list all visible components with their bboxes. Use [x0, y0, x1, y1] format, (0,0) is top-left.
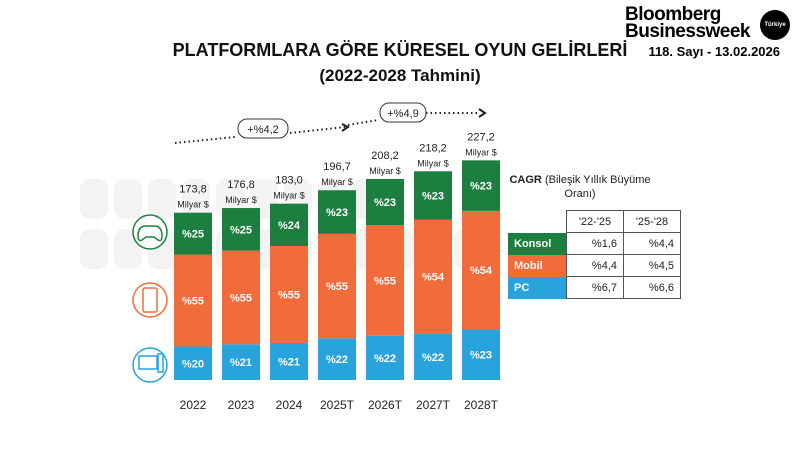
watermark-glyph [80, 179, 108, 219]
segment-label: %55 [278, 289, 300, 301]
bar-segment-mobil [366, 225, 404, 336]
cagr-table: '22-'25'25-'28 Konsol %1,6 %4,4 Mobil %4,4%… [508, 210, 681, 299]
unit-label: Milyar $ [369, 166, 401, 176]
computer-icon [138, 355, 158, 370]
smartphone-icon [132, 282, 168, 318]
bar-segment-konsol [174, 212, 212, 255]
gamepad-icon [137, 225, 163, 242]
segment-label: %55 [326, 281, 348, 293]
chart-subtitle: (2022-2028 Tahmini) [319, 66, 481, 85]
unit-label: Milyar $ [321, 177, 353, 187]
total-label: 208,2 [371, 150, 399, 162]
chart-title: PLATFORMLARA GÖRE KÜRESEL OYUN GELİRLERİ [172, 40, 628, 60]
segment-label: %25 [230, 224, 252, 236]
x-tick-label: 2028T [464, 398, 499, 412]
bar-segment-konsol [414, 171, 452, 220]
total-label: 176,8 [227, 179, 255, 191]
arrow-head-icon [341, 123, 350, 132]
cagr-title: CAGR (Bileşik Yıllık Büyüme Oranı) [509, 174, 651, 200]
table-row: Konsol %1,6 %4,4 [508, 232, 681, 255]
segment-label: %23 [374, 197, 396, 209]
annotation-label: +%4,9 [387, 108, 419, 120]
x-tick-label: 2026T [368, 398, 403, 412]
x-tick-label: 2023 [228, 398, 255, 412]
growth-arrow-line [347, 112, 480, 126]
bar-segment-pc [318, 338, 356, 380]
segment-label: %55 [182, 296, 204, 308]
segment-label: %20 [182, 358, 204, 370]
bloomberg-businessweek-logo: Bloomberg Businessweek [625, 4, 750, 42]
x-tick-label: 2027T [416, 398, 451, 412]
annotation-box [237, 118, 289, 139]
segment-label: %22 [326, 354, 348, 366]
watermark-glyph [80, 229, 108, 269]
total-label: 218,2 [419, 142, 447, 154]
issue-date: 118. Sayı - 13.02.2026 [648, 44, 780, 59]
x-tick-label: 2022 [180, 398, 207, 412]
bar-segment-mobil [462, 210, 500, 330]
bar-segment-konsol [318, 190, 356, 234]
unit-label: Milyar $ [273, 191, 305, 201]
bar-segment-pc [222, 344, 260, 380]
segment-label: %24 [278, 220, 301, 232]
bar-segment-konsol [366, 178, 404, 226]
table-row: PC %6,7 %6,6 [508, 276, 681, 299]
x-tick-label: 2025T [320, 398, 355, 412]
column-header: '25-'28 [623, 210, 681, 233]
x-tick-label: 2024 [276, 398, 303, 412]
segment-label: %23 [470, 181, 492, 193]
segment-label: %21 [230, 357, 252, 369]
bar-segment-pc [366, 335, 404, 380]
arrow-head-icon [478, 108, 487, 118]
segment-label: %23 [422, 191, 444, 203]
bar-segment-pc [462, 329, 500, 380]
unit-label: Milyar $ [465, 147, 497, 157]
annotation-box [379, 102, 427, 123]
bar-segment-konsol [462, 160, 500, 211]
watermark-glyph [148, 179, 176, 219]
bar-segment-pc [270, 342, 308, 380]
bar-segment-mobil [318, 233, 356, 339]
segment-label: %23 [326, 207, 348, 219]
annotation-label: +%4,2 [247, 124, 279, 136]
computer-tower-icon [157, 353, 164, 373]
segment-label: %21 [278, 356, 300, 368]
watermark-glyph [182, 179, 210, 219]
bar-segment-mobil [270, 245, 308, 343]
bar-segment-konsol [222, 208, 260, 251]
unit-label: Milyar $ [417, 158, 449, 168]
bar-segment-mobil [174, 254, 212, 347]
segment-label: %54 [422, 272, 445, 284]
growth-arrow-line [174, 126, 346, 144]
segment-label: %22 [422, 352, 444, 364]
computer-icon [132, 347, 168, 383]
segment-label: %25 [182, 229, 204, 241]
bar-segment-pc [174, 346, 212, 380]
total-label: 196,7 [323, 161, 351, 173]
total-label: 173,8 [179, 184, 207, 196]
bar-segment-pc [414, 333, 452, 380]
bar-segment-mobil [222, 250, 260, 345]
segment-label: %23 [470, 350, 492, 362]
segment-label: %22 [374, 353, 396, 365]
watermark-glyph [114, 179, 142, 219]
segment-label: %55 [230, 292, 252, 304]
unit-label: Milyar $ [177, 200, 209, 210]
segment-label: %55 [374, 275, 396, 287]
table-row: Mobil %4,4 %4,5 [508, 254, 681, 277]
bar-segment-mobil [414, 219, 452, 334]
segment-label: %54 [470, 265, 493, 277]
smartphone-icon [142, 287, 158, 313]
total-label: 227,2 [467, 131, 495, 143]
bar-segment-konsol [270, 203, 308, 246]
column-header: '22-'25 [566, 210, 624, 233]
turkiye-badge: Türkiye [760, 10, 790, 40]
unit-label: Milyar $ [225, 195, 257, 205]
total-label: 183,0 [275, 175, 303, 187]
